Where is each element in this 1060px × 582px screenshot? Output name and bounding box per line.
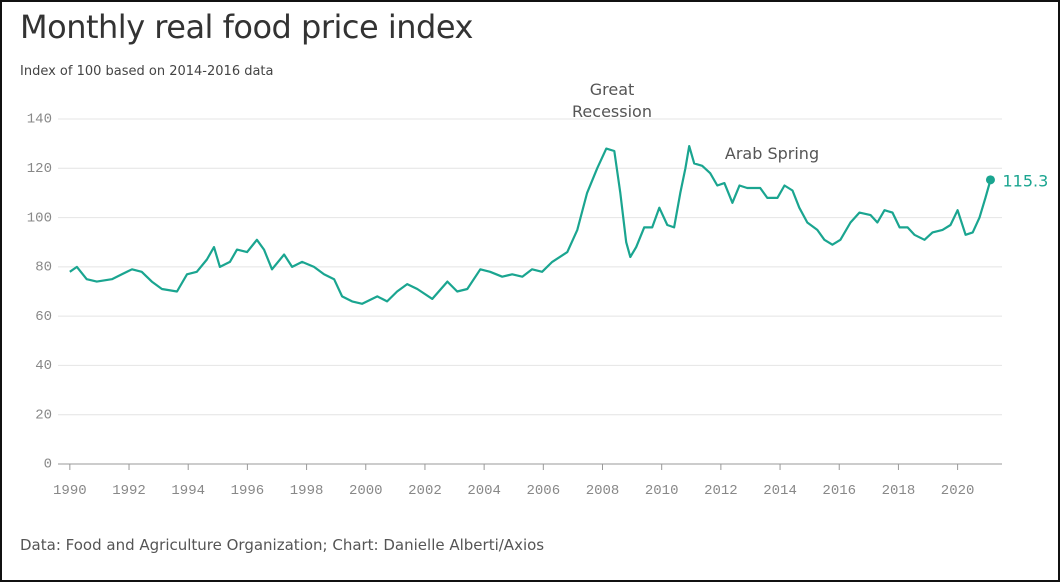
chart-title: Monthly real food price index <box>20 8 473 46</box>
y-tick-label: 80 <box>35 260 52 276</box>
end-point <box>985 175 995 185</box>
y-tick-label: 100 <box>27 210 52 226</box>
x-tick-label: 1996 <box>231 483 265 499</box>
x-tick-label: 1998 <box>290 483 324 499</box>
chart-source: Data: Food and Agriculture Organization;… <box>20 536 545 554</box>
line <box>69 145 992 305</box>
x-tick-label: 2006 <box>527 483 561 499</box>
x-tick-label: 2016 <box>822 483 856 499</box>
chart-subtitle: Index of 100 based on 2014-2016 data <box>20 64 274 79</box>
end-label: 115.3 <box>1002 171 1048 190</box>
x-tick-label: 1990 <box>53 483 87 499</box>
x-tick-label: 1992 <box>112 483 146 499</box>
x-tick-label: 2008 <box>586 483 620 499</box>
y-tick-label: 0 <box>44 457 52 473</box>
annotation: Arab Spring <box>724 144 820 163</box>
y-tick-label: 140 <box>27 112 52 128</box>
x-tick-label: 2010 <box>645 483 679 499</box>
x-tick-label: 2018 <box>882 483 916 499</box>
annotation: Great Recession <box>572 80 652 121</box>
x-tick-label: 2014 <box>763 483 797 499</box>
y-tick-label: 120 <box>27 161 52 177</box>
x-tick-label: 2020 <box>941 483 975 499</box>
x-tick-label: 2004 <box>467 483 501 499</box>
x-tick-label: 2000 <box>349 483 383 499</box>
x-tick-label: 2012 <box>704 483 738 499</box>
y-tick-label: 20 <box>35 407 52 423</box>
x-tick-label: 2002 <box>408 483 442 499</box>
y-tick-label: 40 <box>35 358 52 374</box>
x-tick-label: 1994 <box>171 483 205 499</box>
y-tick-label: 60 <box>35 309 52 325</box>
